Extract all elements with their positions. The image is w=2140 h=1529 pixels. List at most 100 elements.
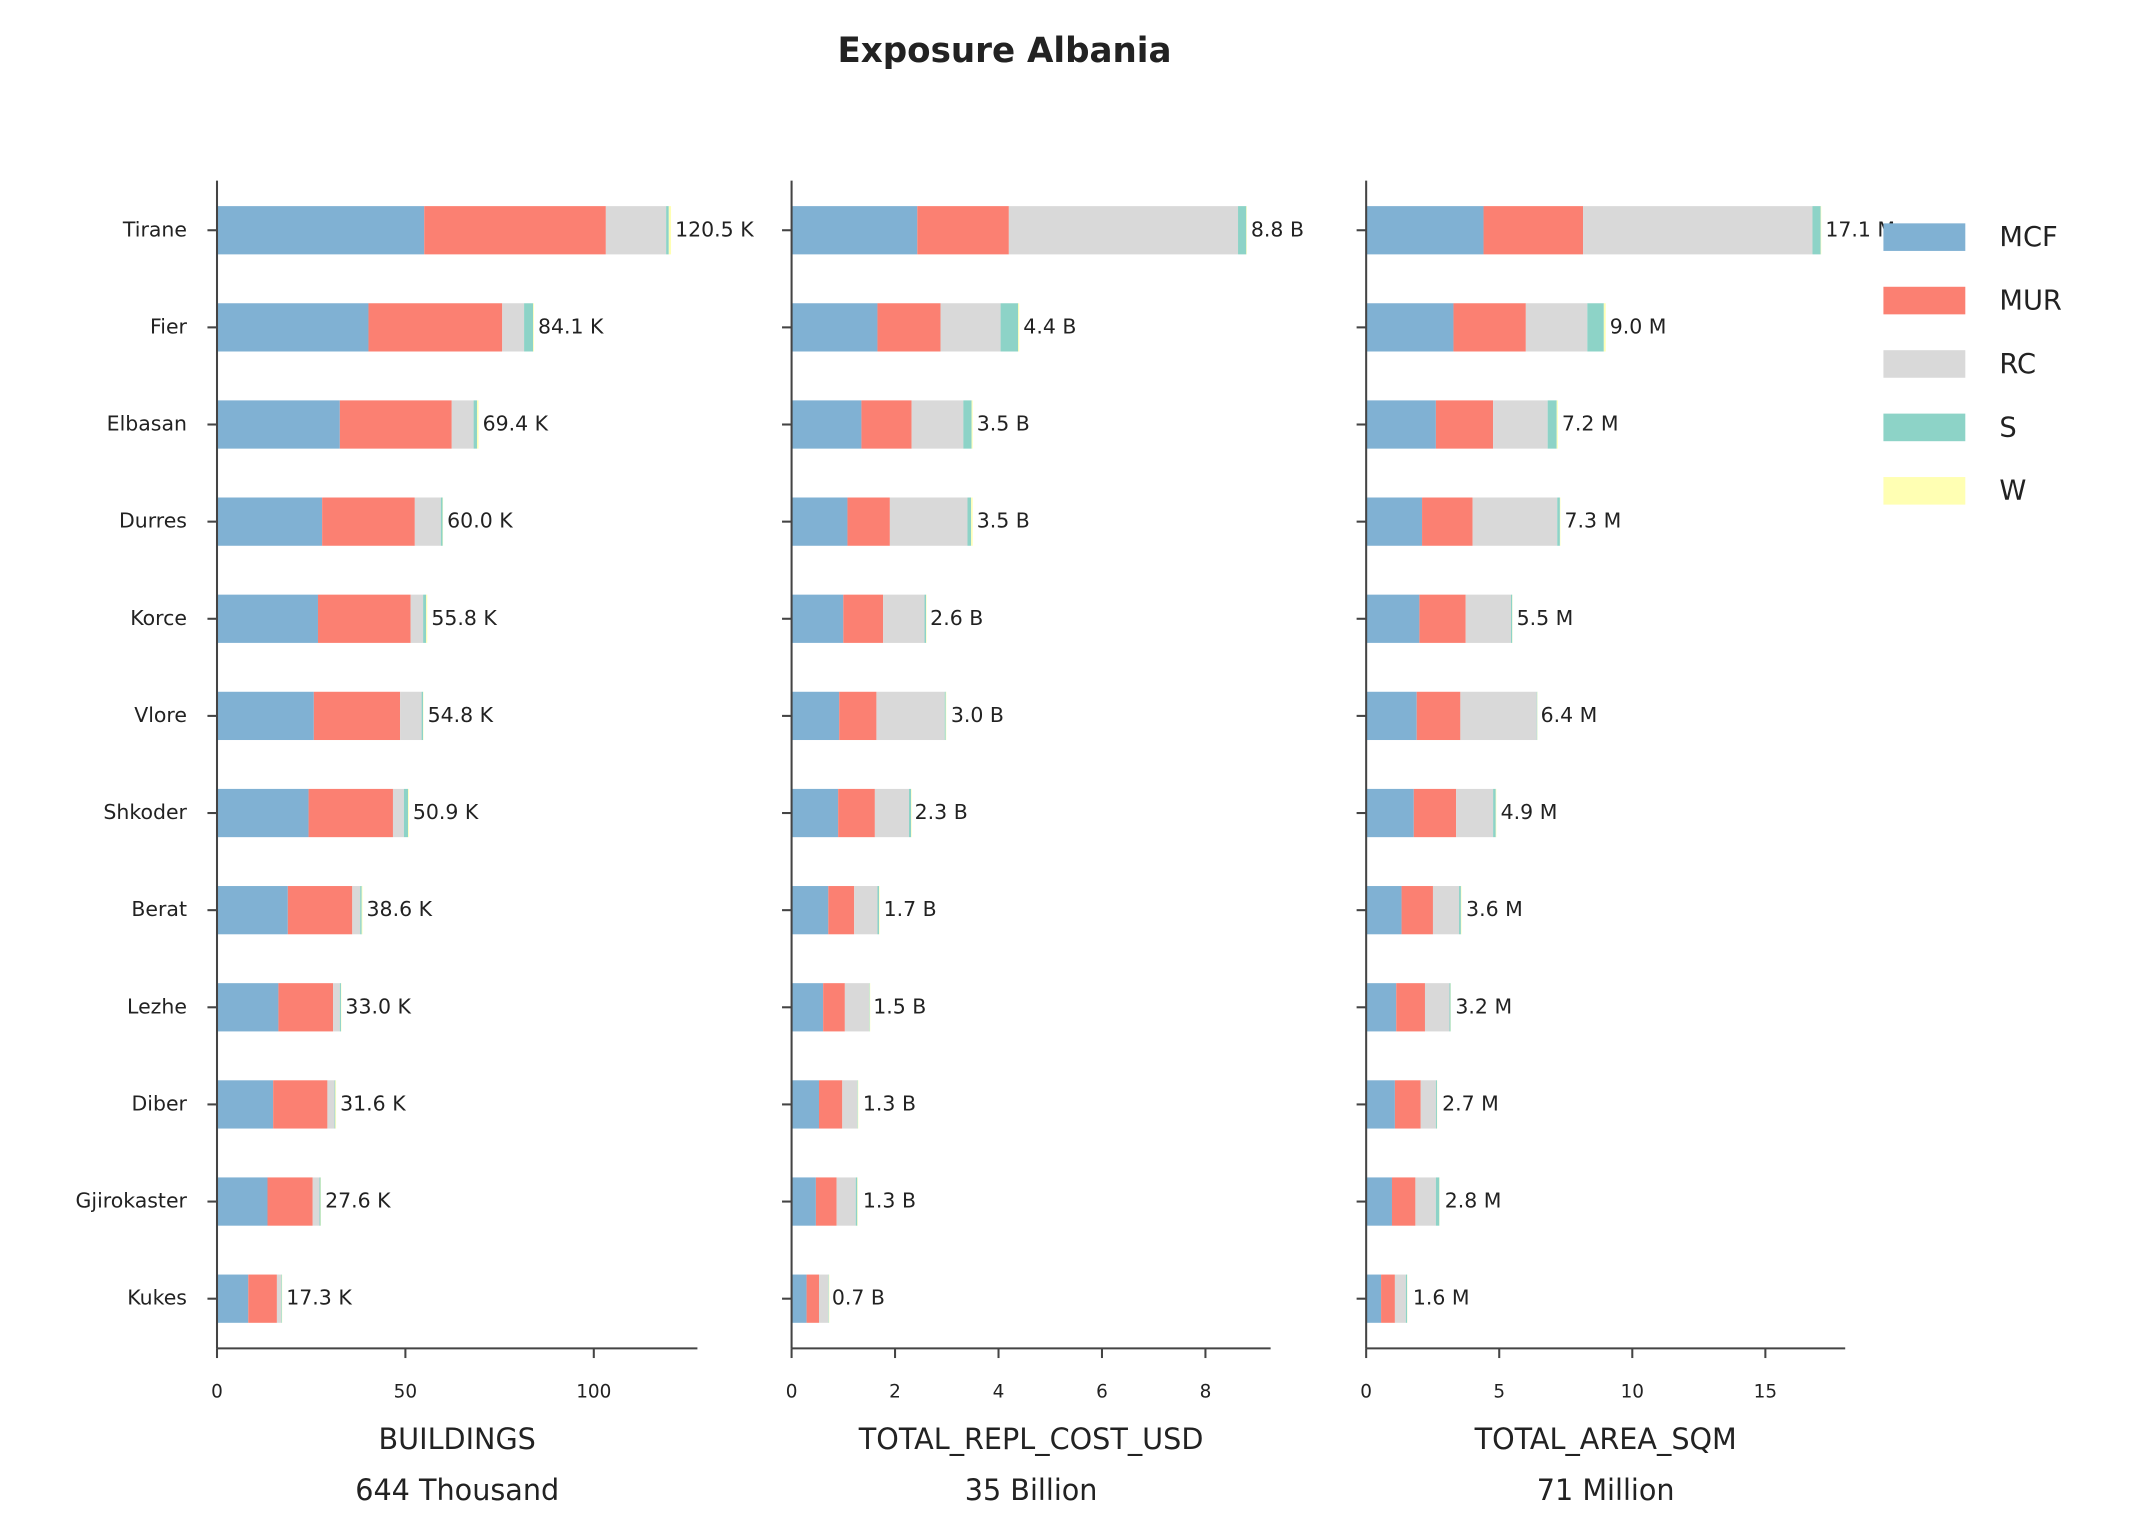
bar-segment	[426, 594, 428, 643]
bar-segment	[312, 1177, 320, 1226]
x-axis-subtitle: 644 Thousand	[355, 1473, 559, 1507]
bar-segment	[791, 1177, 816, 1226]
bar-segment	[276, 1274, 282, 1323]
bar-segment	[874, 788, 910, 838]
bar-segment	[1413, 788, 1457, 838]
bar-segment	[400, 691, 422, 741]
x-tick-label: 8	[1200, 1381, 1212, 1402]
value-label: 2.7 M	[1442, 1091, 1499, 1115]
bar-segment	[879, 886, 880, 935]
y-tick-label: Shkoder	[103, 800, 187, 824]
value-label: 31.6 K	[340, 1091, 406, 1115]
bar-segment	[361, 886, 363, 935]
bar-segment	[1603, 303, 1606, 352]
value-label: 1.3 B	[863, 1091, 916, 1115]
y-tick-label: Korce	[130, 606, 187, 630]
bar-segment	[876, 691, 945, 741]
bar-segment	[1366, 594, 1420, 643]
bar-segment	[1820, 206, 1822, 255]
bar-segment	[1587, 303, 1604, 352]
bar-segment	[818, 1080, 843, 1129]
bar-segment	[1812, 206, 1821, 255]
bar-segment	[308, 788, 393, 838]
bar-segment	[410, 594, 424, 643]
bar-segment	[857, 1177, 858, 1226]
value-label: 7.2 M	[1562, 411, 1619, 435]
bar-segment	[1238, 206, 1247, 255]
bar-segment	[963, 400, 972, 449]
bar-segment	[217, 1274, 249, 1323]
bar-segment	[806, 1274, 819, 1323]
bar-segment	[403, 788, 409, 838]
bar-segment	[828, 886, 855, 935]
bar-segment	[1366, 1177, 1392, 1226]
bar-segment	[1557, 497, 1560, 546]
bar-segment	[911, 788, 912, 838]
value-label: 55.8 K	[431, 606, 497, 630]
bar-segment	[533, 303, 534, 352]
bar-segment	[926, 594, 927, 643]
bar-segment	[791, 691, 840, 741]
y-tick-label: Berat	[131, 897, 187, 921]
bar-segment	[1000, 303, 1019, 352]
bar-segment	[440, 497, 443, 546]
bar-segment	[476, 400, 479, 449]
value-label: 3.5 B	[977, 509, 1030, 533]
value-label: 50.9 K	[413, 800, 479, 824]
bar-segment	[857, 1080, 858, 1129]
y-tick-label: Elbasan	[107, 411, 187, 435]
bar-segment	[1465, 594, 1511, 643]
bar-segment	[847, 497, 890, 546]
bar-segment	[1583, 206, 1813, 255]
bar-segment	[421, 691, 424, 741]
bar-segment	[857, 1080, 859, 1129]
bar-segment	[217, 497, 323, 546]
bar-segment	[1559, 497, 1561, 546]
x-tick-label: 6	[1096, 1381, 1108, 1402]
bar-segment	[322, 497, 415, 546]
bar-segment	[1459, 886, 1461, 935]
bar-segment	[843, 594, 884, 643]
bar-segment	[217, 691, 314, 741]
value-label: 8.8 B	[1251, 217, 1304, 241]
bar-segment	[1394, 1080, 1421, 1129]
bar-segment	[339, 400, 452, 449]
bar-segment	[791, 1080, 819, 1129]
bar-segment	[473, 400, 477, 449]
bar-segment	[1246, 206, 1247, 255]
bar-segment	[281, 1274, 282, 1323]
bar-segment	[815, 1177, 837, 1226]
bar-segment	[327, 1080, 335, 1129]
bar-segment	[1424, 983, 1450, 1032]
panel: 120.5 K Tirane 84.1 K Fier 69.4 K Elbasan 60.0…	[76, 180, 754, 1507]
bar-segment	[524, 303, 534, 352]
bar-segment	[836, 1177, 856, 1226]
bar-segment	[1435, 400, 1494, 449]
bar-segment	[502, 303, 525, 352]
bar-segment	[1453, 303, 1526, 352]
bar-segment	[823, 983, 845, 1032]
bar-segment	[828, 1274, 829, 1323]
bar-segment	[217, 1080, 274, 1129]
bar-segment	[287, 886, 353, 935]
bar-segment	[883, 594, 925, 643]
legend-label: S	[1999, 412, 2016, 443]
value-label: 0.7 B	[832, 1286, 885, 1310]
value-label: 3.2 M	[1455, 994, 1512, 1018]
value-label: 1.3 B	[863, 1188, 916, 1212]
bar-segment	[1366, 886, 1402, 935]
bar-segment	[368, 303, 503, 352]
value-label: 7.3 M	[1565, 509, 1622, 533]
value-label: 9.0 M	[1610, 314, 1667, 338]
bar-segment	[1493, 788, 1496, 838]
value-label: 3.6 M	[1466, 897, 1523, 921]
bar-segment	[1510, 594, 1513, 643]
legend-swatch	[1883, 350, 1966, 378]
bar-segment	[1422, 497, 1473, 546]
value-label: 2.3 B	[915, 800, 968, 824]
panel: 8.8 B 4.4 B 3.5 B 3.5 B 2.6 B 3.0 B 2.3 B 1.7 B…	[782, 180, 1304, 1507]
x-tick-label: 5	[1493, 1381, 1505, 1402]
value-label: 38.6 K	[367, 897, 433, 921]
bar-segment	[1396, 983, 1425, 1032]
